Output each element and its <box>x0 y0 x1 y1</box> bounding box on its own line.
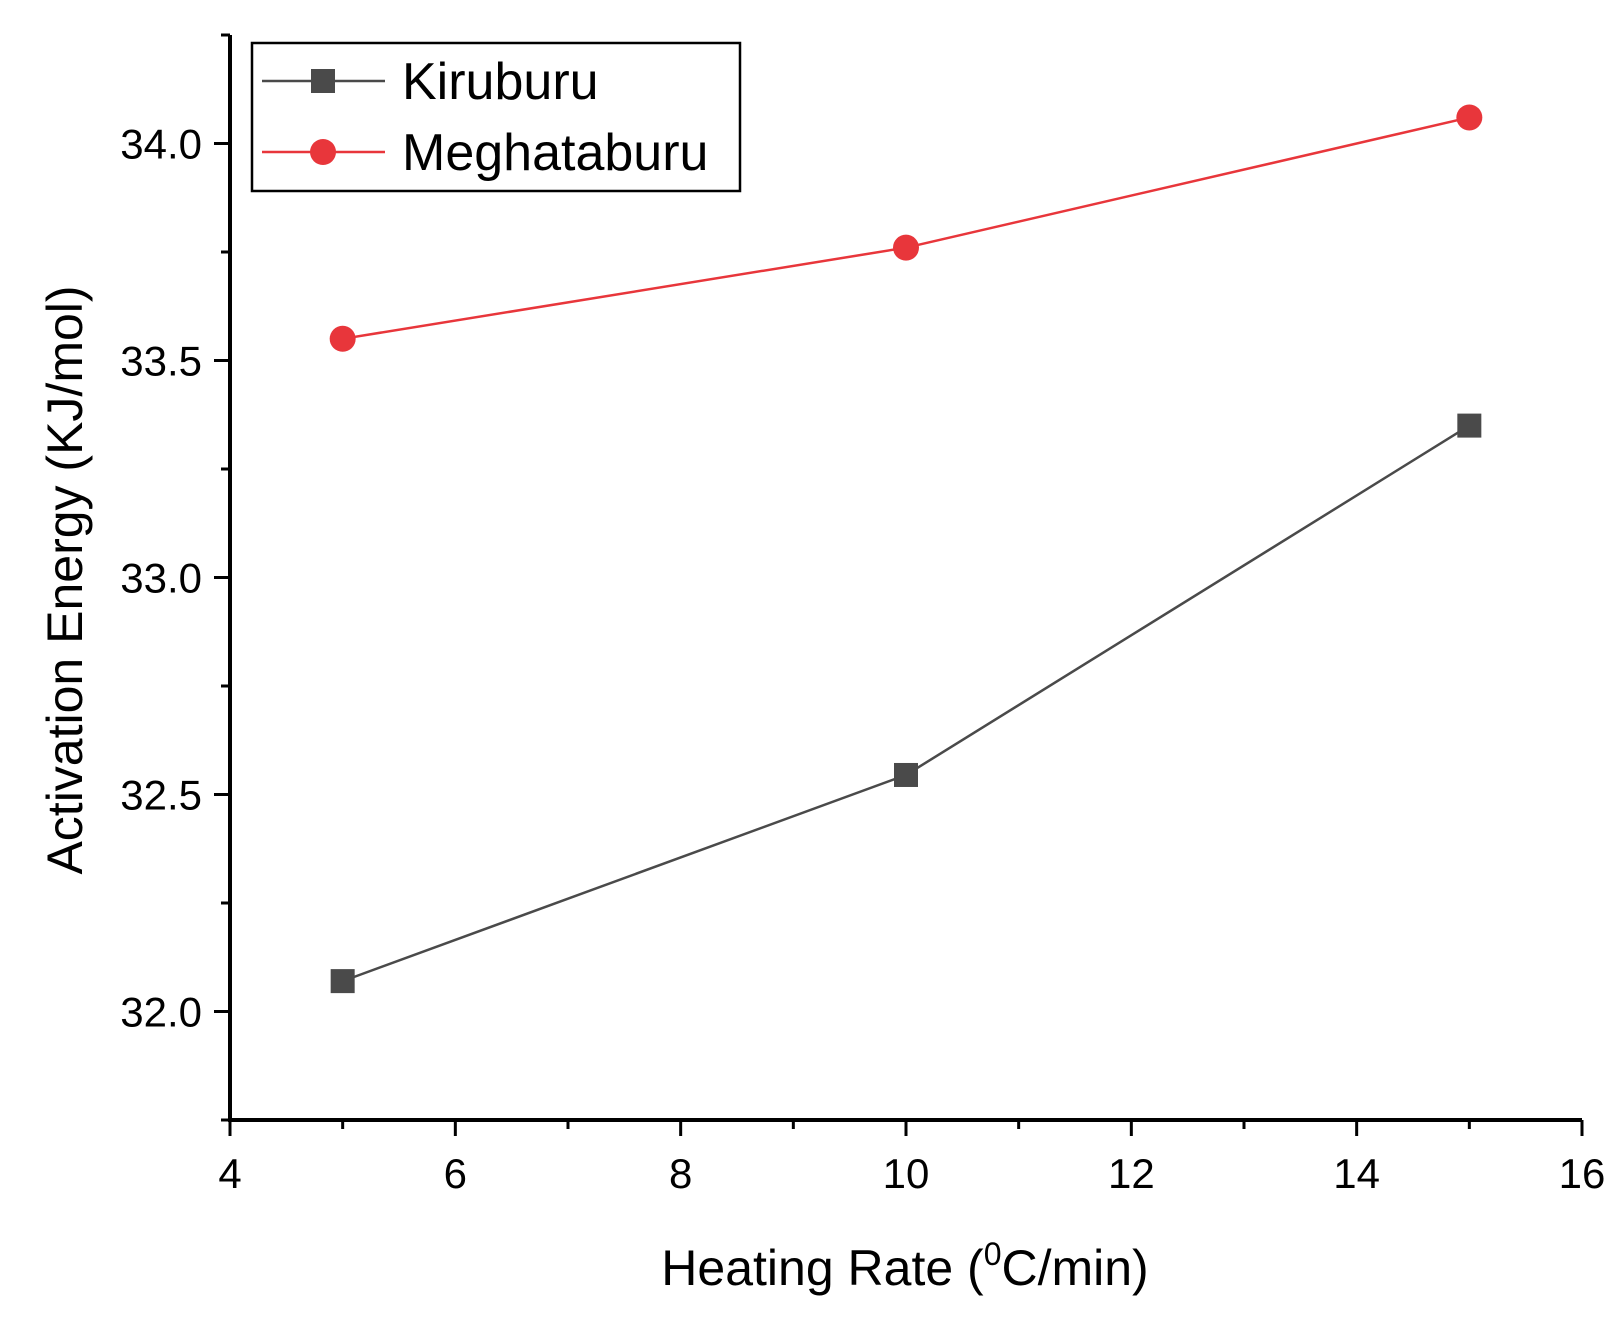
y-axis-title: Activation Energy (KJ/mol) <box>37 285 93 874</box>
x-axis-title-rest: C/min) <box>1001 1240 1148 1296</box>
x-axis-title-main: Heating Rate ( <box>661 1240 984 1296</box>
legend-marker-meghataburu <box>310 139 336 165</box>
x-tick-label: 4 <box>218 1150 241 1197</box>
x-tick-label: 12 <box>1108 1150 1155 1197</box>
y-tick-label: 34.0 <box>120 121 202 168</box>
x-axis-title-superscript: 0 <box>984 1236 1002 1272</box>
data-point-kiruburu <box>894 762 918 787</box>
y-tick-label: 33.0 <box>120 555 202 602</box>
legend-box <box>250 41 742 193</box>
data-point-meghataburu <box>1456 104 1483 131</box>
x-tick-label: 10 <box>883 1150 930 1197</box>
y-tick-label: 32.5 <box>120 772 202 819</box>
data-point-meghataburu <box>329 325 356 352</box>
data-point-meghataburu <box>893 234 919 261</box>
legend: Kiruburu Meghataburu <box>250 41 742 193</box>
data-point-kiruburu <box>330 969 355 994</box>
y-tick-label: 33.5 <box>120 338 202 385</box>
legend-marker-kiruburu <box>311 69 335 93</box>
data-point-kiruburu <box>1457 413 1482 438</box>
series-line-kiruburu <box>342 424 1470 983</box>
series-layer <box>329 104 1483 994</box>
x-tick-label: 8 <box>669 1150 692 1197</box>
axes: 4 6 8 10 12 14 16 32.0 32.5 33.0 33.5 34.0 <box>120 33 1606 1197</box>
x-tick-label: 14 <box>1333 1150 1380 1197</box>
legend-label-kiruburu: Kiruburu <box>402 53 599 111</box>
x-axis-title: Heating Rate (0C/min) <box>661 1236 1148 1296</box>
x-tick-label: 6 <box>444 1150 467 1197</box>
y-tick-label: 32.0 <box>120 989 202 1036</box>
legend-label-meghataburu: Meghataburu <box>402 124 708 182</box>
x-tick-label: 16 <box>1559 1150 1606 1197</box>
